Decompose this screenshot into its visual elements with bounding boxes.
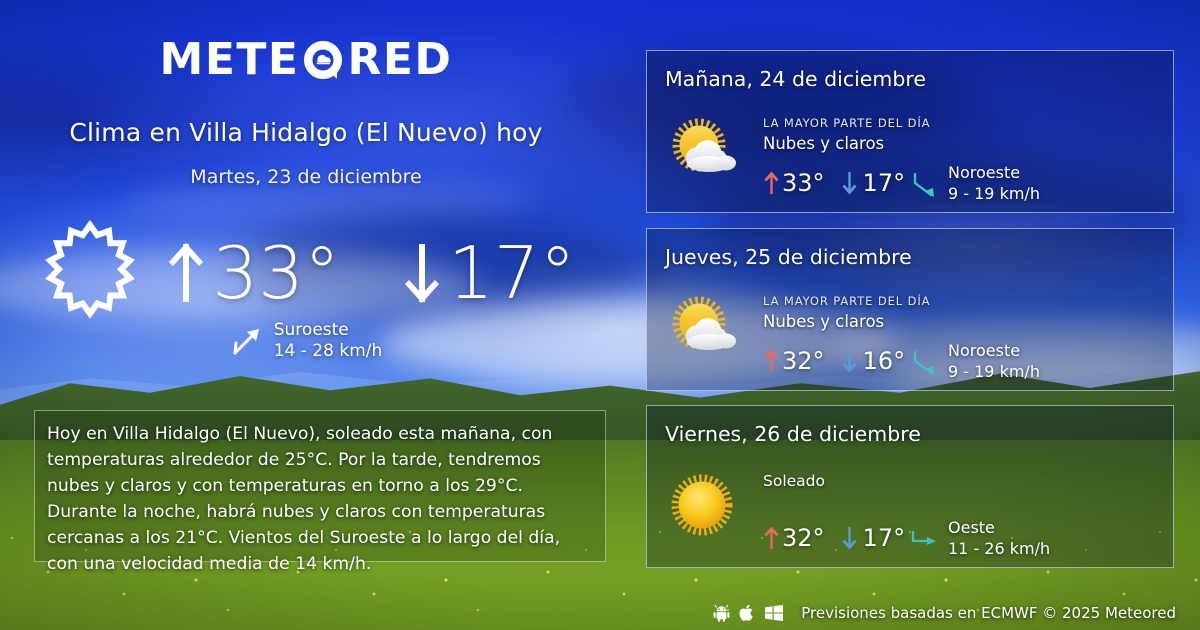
forecast-min-temp: 17° bbox=[841, 524, 906, 552]
wind-arrow-northeast-icon bbox=[230, 324, 264, 358]
forecast-max-temp: 32° bbox=[763, 347, 825, 375]
today-min-temp-value: 17° bbox=[448, 231, 576, 315]
forecast-wind-direction: Oeste bbox=[948, 518, 995, 537]
forecast-cards-list: Mañana, 24 de diciembre bbox=[646, 0, 1200, 630]
arrow-down-icon bbox=[405, 244, 439, 303]
forecast-card-condition: LA MAYOR PARTE DEL DÍA Nubes y claros bbox=[763, 116, 1023, 153]
condition-kicker: LA MAYOR PARTE DEL DÍA bbox=[763, 116, 931, 130]
logo-text-before: METE bbox=[159, 34, 300, 85]
today-wind-direction: Suroeste bbox=[273, 320, 349, 340]
arrow-up-icon bbox=[764, 526, 779, 549]
forecast-card[interactable]: Viernes, 26 de diciembre So bbox=[646, 405, 1174, 568]
forecast-card-temps: 33° 17° bbox=[763, 169, 905, 197]
sun-behind-cloud-icon bbox=[669, 295, 741, 361]
today-wind-speed: 14 - 28 km/h bbox=[273, 341, 383, 362]
today-max-temp-value: 33° bbox=[212, 231, 340, 315]
forecast-max-temp: 32° bbox=[763, 524, 825, 552]
forecast-wind-text: Noroeste 9 - 19 km/h bbox=[948, 341, 1040, 383]
forecast-description-box: Hoy en Villa Hidalgo (El Nuevo), soleado… bbox=[34, 410, 606, 574]
arrow-up-icon bbox=[764, 171, 779, 194]
wind-arrow-east-icon bbox=[909, 524, 939, 554]
sun-behind-cloud-icon bbox=[669, 117, 741, 183]
forecast-card-wind: Noroeste 9 - 19 km/h bbox=[909, 341, 1040, 383]
forecast-min-temp: 16° bbox=[841, 347, 906, 375]
cloud-band bbox=[120, 180, 540, 220]
android-icon[interactable] bbox=[713, 604, 730, 622]
condition-text: Nubes y claros bbox=[763, 133, 885, 153]
forecast-card-wind: Noroeste 9 - 19 km/h bbox=[909, 163, 1040, 205]
cloud-band bbox=[0, 252, 480, 322]
forecast-card-wind: Oeste 11 - 26 km/h bbox=[909, 518, 1050, 560]
wind-arrow-southeast-icon bbox=[909, 347, 939, 377]
today-wind-text: Suroeste 14 - 28 km/h bbox=[274, 320, 383, 363]
today-min-temp: 17° bbox=[402, 237, 576, 309]
wildflowers bbox=[0, 520, 1200, 630]
footer: Previsiones basadas en ECMWF © 2025 Mete… bbox=[713, 604, 1176, 622]
forecast-card[interactable]: Jueves, 25 de diciembre bbox=[646, 228, 1174, 391]
forecast-wind-text: Oeste 11 - 26 km/h bbox=[948, 518, 1050, 560]
cloud-shadow bbox=[700, 160, 1200, 280]
arrow-down-icon bbox=[842, 172, 857, 195]
sun-outline-icon bbox=[36, 219, 144, 327]
forecast-card-title: Jueves, 25 de diciembre bbox=[665, 245, 912, 269]
forecast-card[interactable]: Mañana, 24 de diciembre bbox=[646, 50, 1174, 213]
forecast-max-temp-value: 32° bbox=[782, 347, 825, 375]
forecast-wind-speed: 9 - 19 km/h bbox=[948, 183, 1040, 203]
forecast-card-condition: Soleado bbox=[763, 472, 1023, 490]
meteored-logo[interactable]: METE RED bbox=[0, 38, 612, 82]
condition-text: Nubes y claros bbox=[763, 311, 885, 331]
forecast-wind-direction: Noroeste bbox=[948, 341, 1021, 360]
forecast-wind-direction: Noroeste bbox=[948, 163, 1021, 182]
forecast-max-temp-value: 33° bbox=[782, 169, 825, 197]
forecast-wind-text: Noroeste 9 - 19 km/h bbox=[948, 163, 1040, 205]
today-date: Martes, 23 de diciembre bbox=[190, 166, 422, 188]
forecast-min-temp-value: 17° bbox=[862, 524, 906, 552]
forecast-min-temp-value: 16° bbox=[862, 347, 906, 375]
cloud-band bbox=[380, 300, 900, 386]
sun-icon bbox=[669, 472, 741, 538]
forecast-max-temp-value: 32° bbox=[782, 524, 825, 552]
forecast-description-text: Hoy en Villa Hidalgo (El Nuevo), soleado… bbox=[47, 424, 561, 574]
arrow-down-icon bbox=[842, 527, 857, 550]
page-title: Clima en Villa Hidalgo (El Nuevo) hoy bbox=[69, 118, 543, 147]
forecast-card-title: Viernes, 26 de diciembre bbox=[665, 422, 921, 446]
apple-icon[interactable] bbox=[739, 604, 756, 622]
forecast-wind-speed: 9 - 19 km/h bbox=[948, 361, 1040, 381]
condition-text: Soleado bbox=[763, 472, 825, 490]
today-conditions-row: 33° 17° bbox=[0, 218, 612, 328]
forecast-min-temp: 17° bbox=[841, 169, 906, 197]
forecast-card-title: Mañana, 24 de diciembre bbox=[665, 67, 926, 91]
cloud-shadow bbox=[560, 40, 980, 150]
forecast-min-temp-value: 17° bbox=[862, 169, 906, 197]
arrow-up-icon bbox=[169, 243, 204, 302]
footer-text: Previsiones basadas en ECMWF © 2025 Mete… bbox=[801, 604, 1176, 622]
today-wind: Suroeste 14 - 28 km/h bbox=[0, 320, 612, 363]
forecast-card-condition: LA MAYOR PARTE DEL DÍA Nubes y claros bbox=[763, 294, 1023, 331]
arrow-down-icon bbox=[842, 350, 857, 373]
forecast-card-temps: 32° 16° bbox=[763, 347, 905, 375]
arrow-up-icon bbox=[764, 349, 779, 372]
wind-arrow-southeast-icon bbox=[909, 169, 939, 199]
today-panel: METE RED Clima en Villa Hidalgo (El Nuev… bbox=[0, 38, 612, 574]
logo-cloud-in-o-icon bbox=[301, 38, 345, 82]
logo-text-after: RED bbox=[347, 34, 453, 85]
today-max-temp: 33° bbox=[166, 237, 340, 309]
windows-icon[interactable] bbox=[765, 605, 784, 621]
forecast-card-temps: 32° 17° bbox=[763, 524, 905, 552]
condition-kicker: LA MAYOR PARTE DEL DÍA bbox=[763, 294, 931, 308]
forecast-wind-speed: 11 - 26 km/h bbox=[948, 538, 1051, 558]
forecast-max-temp: 33° bbox=[763, 169, 825, 197]
